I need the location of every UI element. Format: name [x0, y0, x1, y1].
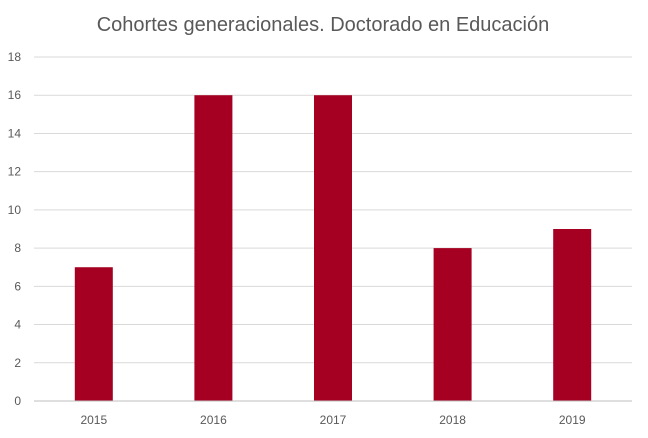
- y-tick-label: 0: [14, 394, 21, 408]
- bar-2015: [74, 267, 113, 401]
- x-tick-label: 2019: [559, 413, 586, 427]
- x-axis-ticks: 2015 2016 2017 2018 2019: [80, 413, 585, 427]
- bar-2016: [194, 95, 233, 401]
- y-tick-label: 10: [8, 203, 22, 217]
- y-tick-label: 16: [8, 88, 22, 102]
- y-tick-label: 12: [8, 165, 22, 179]
- y-tick-label: 6: [14, 279, 21, 293]
- y-tick-label: 8: [14, 241, 21, 255]
- y-tick-label: 18: [8, 50, 22, 64]
- chart-title: Cohortes generacionales. Doctorado en Ed…: [97, 14, 550, 36]
- bar-2019: [553, 229, 592, 401]
- y-axis-ticks: 0 2 4 6 8 10 12 14 16 18: [8, 50, 22, 408]
- y-tick-label: 4: [14, 318, 21, 332]
- bars: [74, 95, 592, 401]
- x-tick-label: 2018: [439, 413, 466, 427]
- x-tick-label: 2016: [200, 413, 227, 427]
- y-tick-label: 14: [8, 126, 22, 140]
- bar-2017: [314, 95, 352, 401]
- y-tick-label: 2: [14, 356, 21, 370]
- x-tick-label: 2017: [320, 413, 347, 427]
- bar-2018: [433, 248, 472, 401]
- x-tick-label: 2015: [80, 413, 107, 427]
